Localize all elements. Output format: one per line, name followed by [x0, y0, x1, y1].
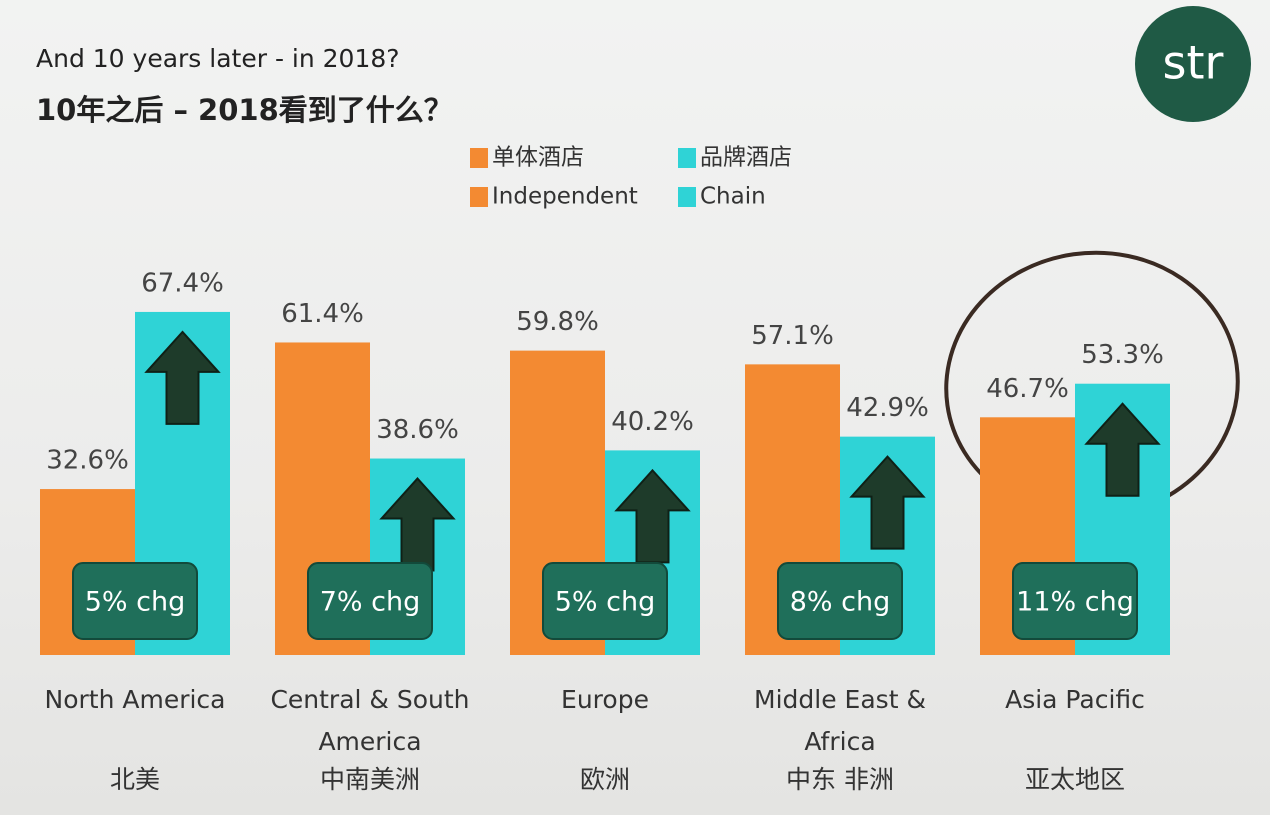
- value-label: 59.8%: [516, 307, 599, 337]
- chart-subtitle: 10年之后 – 2018看到了什么？: [36, 93, 453, 127]
- category-label: Asia Pacific: [1005, 685, 1145, 714]
- change-label: 7% chg: [320, 587, 421, 618]
- value-label: 46.7%: [986, 374, 1069, 404]
- category-label-zh: 中南美洲: [319, 765, 420, 794]
- change-box: [777, 562, 903, 640]
- value-label: 57.1%: [751, 321, 834, 351]
- change-label: 5% chg: [85, 587, 186, 618]
- category-label: Middle East & Africa: [754, 685, 926, 756]
- value-label: 53.3%: [1081, 340, 1164, 370]
- legend-swatch: [678, 148, 696, 168]
- chart-title: And 10 years later - in 2018?: [36, 44, 400, 73]
- legend-swatch: [678, 187, 696, 207]
- arrow: [849, 455, 926, 550]
- category-label-zh: 欧洲: [579, 765, 630, 794]
- logo-badge: [1135, 6, 1251, 122]
- arrow: [144, 330, 221, 425]
- change-box: [1012, 562, 1138, 640]
- value-label: 40.2%: [611, 407, 694, 437]
- category-label: Europe: [561, 685, 649, 714]
- category-label-zh: 亚太地区: [1024, 765, 1125, 794]
- change-box: [72, 562, 198, 640]
- change-label: 11% chg: [1016, 587, 1134, 618]
- value-label: 42.9%: [846, 393, 929, 423]
- change-box: [542, 562, 668, 640]
- legend-swatch: [470, 148, 488, 168]
- category-label-zh: 中东 非洲: [786, 765, 894, 794]
- legend-label: Independent: [492, 184, 638, 210]
- change-label: 8% chg: [790, 587, 891, 618]
- legend-label: 单体酒店: [492, 145, 584, 171]
- value-label: 67.4%: [141, 268, 224, 298]
- category-label: North America: [44, 685, 226, 714]
- legend-swatch: [470, 187, 488, 207]
- change-label: 5% chg: [555, 587, 656, 618]
- change-box: [307, 562, 433, 640]
- legend-label: Chain: [700, 184, 766, 210]
- category-label: Central & South America: [270, 685, 470, 756]
- legend-label: 品牌酒店: [700, 145, 792, 171]
- value-label: 38.6%: [376, 415, 459, 445]
- value-label: 61.4%: [281, 299, 364, 329]
- category-label-zh: 北美: [109, 765, 160, 794]
- arrow: [1084, 402, 1161, 497]
- value-label: 32.6%: [46, 446, 129, 476]
- logo: str: [1163, 36, 1224, 90]
